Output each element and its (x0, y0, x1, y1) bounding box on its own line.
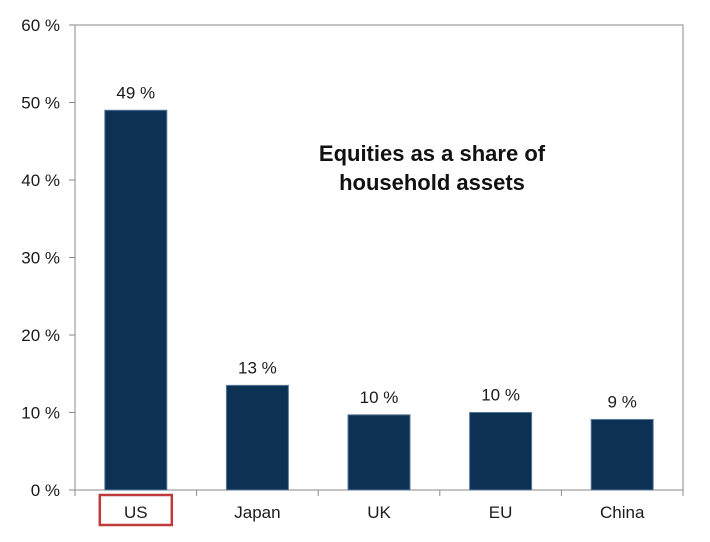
data-label-uk: 10 % (360, 388, 399, 407)
x-tick-label-uk: UK (367, 503, 391, 522)
y-axis: 0 % 10 % 20 % 30 % 40 % 50 % 60 % (21, 16, 75, 500)
y-tick-label: 60 % (21, 16, 60, 35)
bar-japan (225, 384, 289, 491)
data-label-us: 49 % (116, 83, 155, 102)
data-labels: 49 % 13 % 10 % 10 % 9 % (116, 83, 636, 411)
chart-title-line-2: household assets (339, 170, 525, 195)
y-tick-label: 0 % (31, 481, 60, 500)
highlight-box (98, 493, 174, 527)
y-tick-label: 50 % (21, 94, 60, 113)
y-tick-label: 10 % (21, 404, 60, 423)
bar-eu (469, 412, 533, 491)
chart-title-line-1: Equities as a share of (319, 141, 546, 166)
data-label-japan: 13 % (238, 358, 277, 377)
y-tick-label: 30 % (21, 249, 60, 268)
bar-us (104, 109, 168, 491)
bars (104, 109, 654, 491)
x-tick-label-us: US (124, 503, 148, 522)
x-tick-label-eu: EU (489, 503, 513, 522)
bar-uk (347, 414, 411, 491)
data-label-eu: 10 % (481, 386, 520, 405)
y-tick-label: 20 % (21, 326, 60, 345)
x-axis: US Japan UK EU China (74, 490, 684, 527)
x-tick-label-china: China (600, 503, 645, 522)
y-tick-label: 40 % (21, 171, 60, 190)
bar-china (590, 418, 654, 491)
data-label-china: 9 % (608, 392, 637, 411)
x-tick-label-japan: Japan (234, 503, 280, 522)
